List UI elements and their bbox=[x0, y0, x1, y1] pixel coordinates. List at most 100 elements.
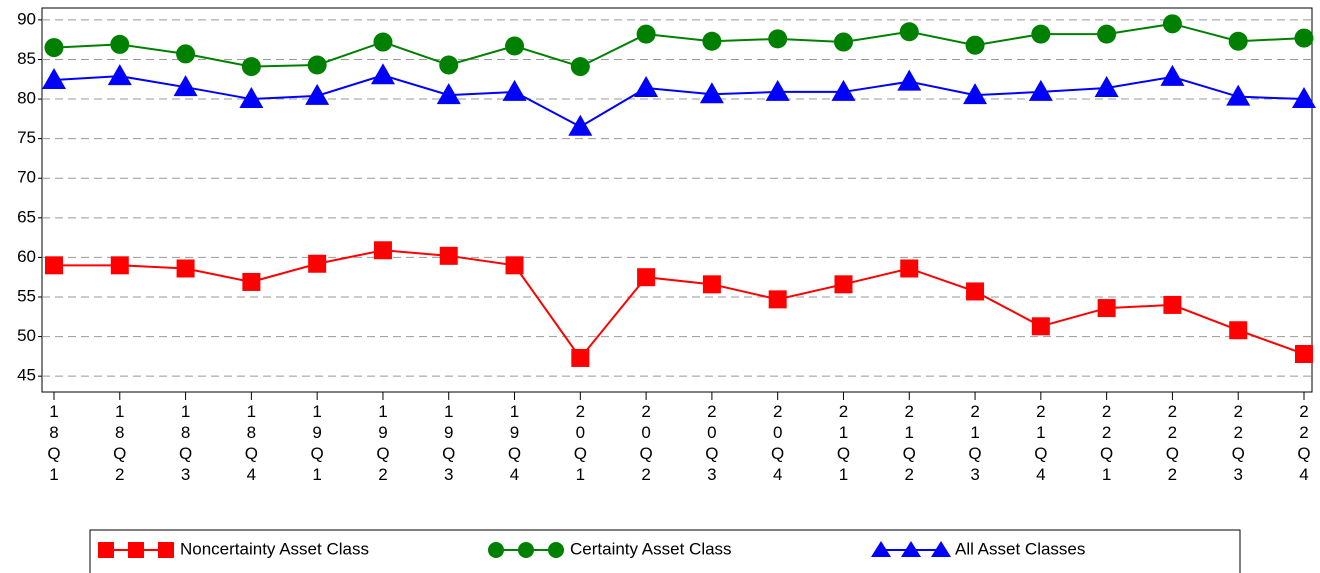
marker bbox=[765, 79, 790, 101]
x-tick-label: 19Q2 bbox=[373, 402, 392, 486]
y-tick-label: 45 bbox=[17, 366, 36, 385]
x-tick-label: 22Q1 bbox=[1097, 402, 1116, 486]
y-tick-label: 90 bbox=[17, 9, 36, 28]
x-tick-label: 20Q1 bbox=[571, 402, 590, 486]
marker bbox=[1163, 295, 1182, 314]
marker bbox=[1162, 14, 1182, 34]
marker bbox=[242, 272, 261, 291]
marker bbox=[107, 64, 132, 86]
marker bbox=[436, 83, 461, 105]
marker bbox=[702, 31, 722, 51]
legend-label: Certainty Asset Class bbox=[570, 539, 732, 558]
marker bbox=[110, 34, 130, 54]
marker bbox=[1097, 299, 1116, 318]
marker bbox=[1295, 344, 1313, 363]
marker bbox=[966, 282, 985, 301]
marker bbox=[965, 35, 985, 55]
marker bbox=[239, 87, 264, 109]
marker bbox=[1031, 317, 1050, 336]
marker bbox=[699, 82, 724, 104]
x-tick-label: 21Q1 bbox=[834, 402, 853, 486]
legend-marker bbox=[158, 542, 174, 558]
x-tick-label: 20Q4 bbox=[768, 402, 787, 486]
marker bbox=[634, 75, 659, 97]
marker bbox=[45, 256, 63, 275]
y-tick-label: 55 bbox=[17, 286, 36, 305]
marker bbox=[373, 241, 392, 260]
marker bbox=[308, 254, 327, 273]
marker bbox=[897, 69, 922, 91]
marker bbox=[571, 348, 590, 367]
legend-marker bbox=[518, 542, 534, 558]
marker bbox=[831, 79, 856, 101]
x-tick-label: 22Q4 bbox=[1295, 402, 1314, 486]
y-tick-label: 65 bbox=[17, 207, 36, 226]
x-tick-label: 18Q3 bbox=[176, 402, 195, 486]
marker bbox=[1294, 28, 1314, 48]
marker bbox=[1031, 24, 1051, 44]
x-tick-label: 18Q1 bbox=[45, 402, 64, 486]
marker bbox=[173, 75, 198, 97]
series-line bbox=[53, 74, 1305, 128]
y-tick-label: 75 bbox=[17, 128, 36, 147]
marker bbox=[568, 114, 593, 136]
y-tick-label: 60 bbox=[17, 247, 36, 266]
marker bbox=[1028, 79, 1053, 101]
x-tick-label: 20Q3 bbox=[702, 402, 721, 486]
plot-area bbox=[41, 7, 1313, 393]
x-tick-label: 21Q4 bbox=[1031, 402, 1050, 486]
marker bbox=[439, 55, 459, 75]
marker bbox=[636, 24, 656, 44]
marker bbox=[42, 68, 66, 90]
x-tick-label: 19Q4 bbox=[505, 402, 524, 486]
x-tick-label: 22Q2 bbox=[1163, 402, 1182, 486]
marker bbox=[570, 57, 590, 77]
legend-marker bbox=[548, 542, 564, 558]
marker bbox=[1097, 24, 1117, 44]
marker bbox=[241, 57, 261, 77]
legend-marker bbox=[98, 542, 114, 558]
marker bbox=[833, 32, 853, 52]
legend-entry: All Asset Classes bbox=[871, 539, 1085, 558]
x-tick-label: 21Q2 bbox=[900, 402, 919, 486]
marker bbox=[502, 79, 527, 101]
legend: Noncertainty Asset Class Certainty Asset … bbox=[89, 529, 1241, 573]
marker bbox=[370, 63, 395, 85]
marker bbox=[176, 44, 196, 64]
legend-marker bbox=[931, 541, 951, 557]
marker bbox=[1228, 31, 1248, 51]
legend-label: All Asset Classes bbox=[955, 539, 1085, 558]
marker bbox=[176, 259, 195, 278]
x-tick-label: 19Q3 bbox=[439, 402, 458, 486]
marker bbox=[1094, 75, 1119, 97]
legend-entry: Certainty Asset Class bbox=[488, 539, 732, 558]
legend-marker bbox=[901, 541, 921, 557]
marker bbox=[505, 36, 525, 56]
marker bbox=[505, 256, 524, 275]
marker bbox=[44, 38, 64, 58]
x-tick-label: 22Q3 bbox=[1229, 402, 1248, 486]
marker bbox=[768, 29, 788, 49]
x-tick-label: 21Q3 bbox=[966, 402, 985, 486]
legend-marker bbox=[128, 542, 144, 558]
y-tick-label: 85 bbox=[17, 49, 36, 68]
marker bbox=[702, 275, 721, 294]
marker bbox=[834, 275, 853, 294]
legend-label: Noncertainty Asset Class bbox=[180, 539, 369, 558]
x-tick-label: 20Q2 bbox=[637, 402, 656, 486]
legend-marker bbox=[871, 541, 891, 557]
marker bbox=[963, 83, 988, 105]
series-line bbox=[54, 249, 1305, 360]
y-tick-label: 50 bbox=[17, 326, 36, 345]
x-tick-label: 18Q2 bbox=[110, 402, 129, 486]
marker bbox=[439, 246, 458, 265]
marker bbox=[637, 268, 656, 287]
legend-marker bbox=[488, 542, 504, 558]
legend-entry: Noncertainty Asset Class bbox=[98, 539, 369, 558]
y-tick-label: 70 bbox=[17, 168, 36, 187]
marker bbox=[307, 55, 327, 75]
marker bbox=[1292, 87, 1316, 109]
marker bbox=[899, 22, 919, 42]
series-line bbox=[53, 22, 1305, 68]
